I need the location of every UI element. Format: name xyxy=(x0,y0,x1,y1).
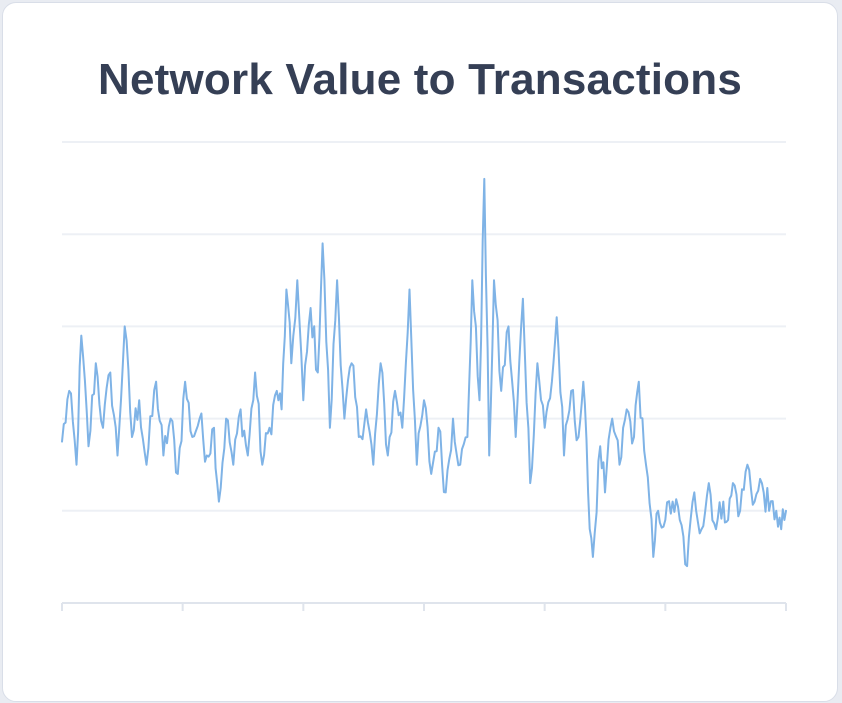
grid-layer xyxy=(62,141,786,512)
axis-layer xyxy=(61,602,787,611)
series-line xyxy=(61,177,787,568)
chart-title: Network Value to Transactions xyxy=(98,55,742,104)
